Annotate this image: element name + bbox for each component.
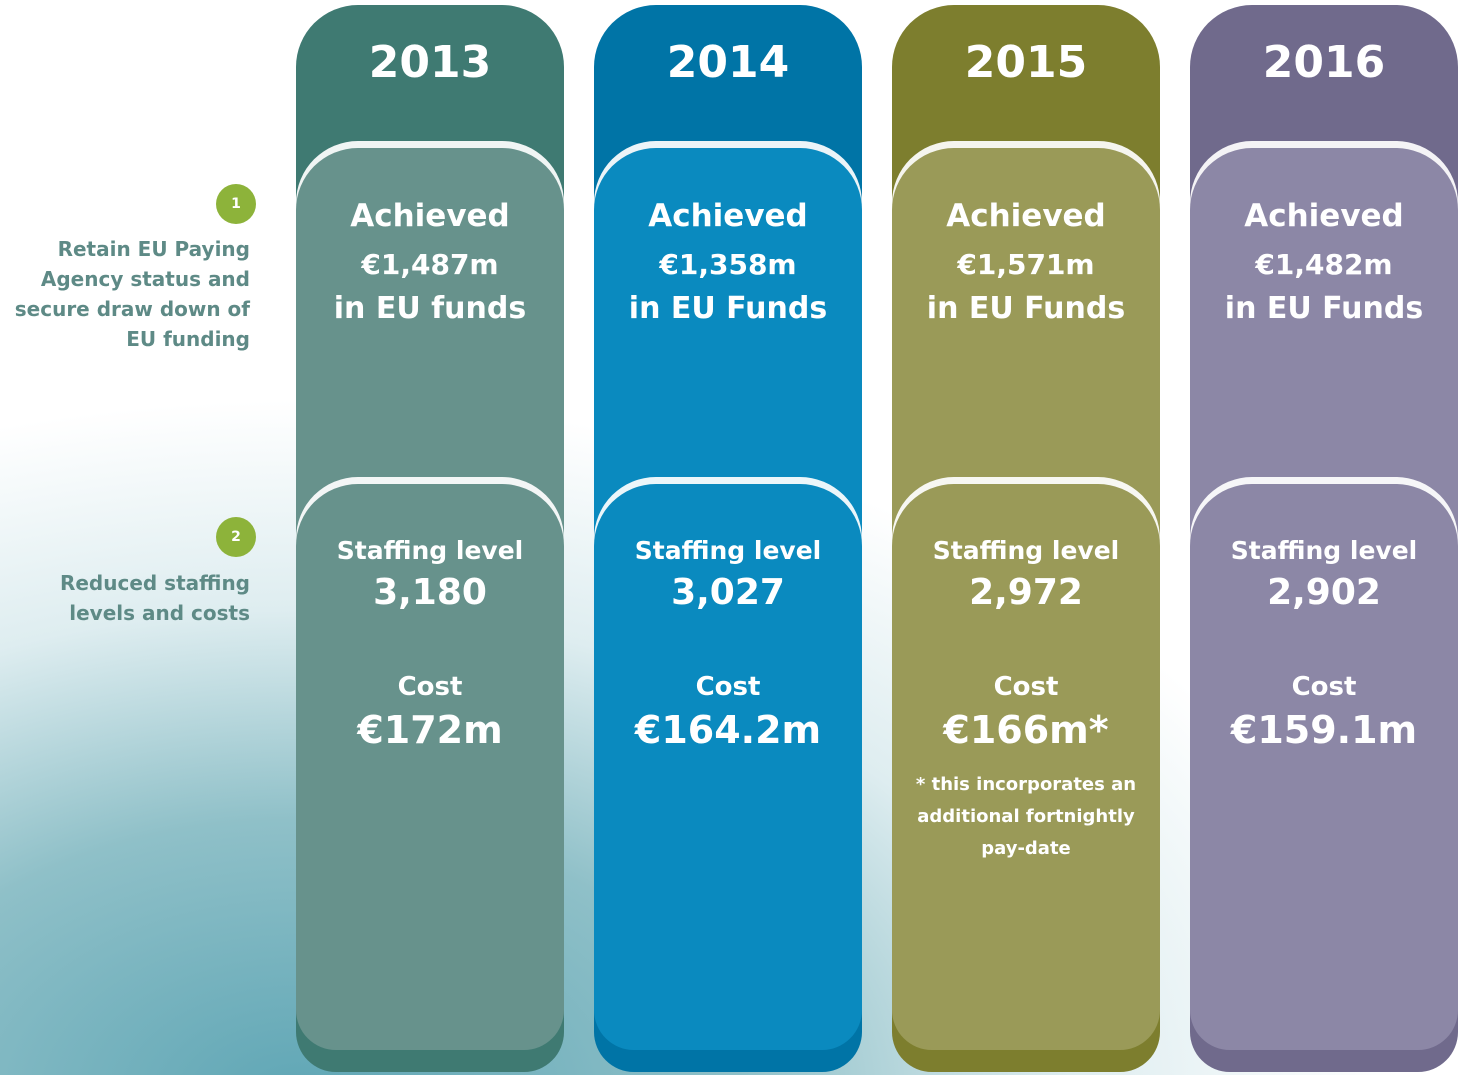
funds-note: in EU Funds xyxy=(1224,291,1424,326)
staffing-value: 2,902 xyxy=(1267,572,1381,613)
funds-heading: Achieved xyxy=(946,198,1106,234)
staffing-heading: Staffing level xyxy=(336,536,524,565)
step-label: Retain EU Paying xyxy=(57,237,250,261)
year-column: 2013 Achieved €1,487m in EU funds Staffing l… xyxy=(296,5,564,1072)
staffing-card: Staffing level 2,972 Cost €166m* * this inco… xyxy=(892,484,1160,1050)
staffing-value: 2,972 xyxy=(969,572,1083,613)
year: 2015 xyxy=(964,37,1088,88)
staffing-card: Staffing level 2,902 Cost €159.1m xyxy=(1190,484,1458,1050)
year: 2013 xyxy=(368,37,492,88)
staffing-heading: Staffing level xyxy=(634,536,822,565)
step-label: EU funding xyxy=(126,327,250,351)
step-label: secure draw down of xyxy=(14,297,250,321)
year-column: 2015 Achieved €1,571m in EU Funds Staffing l… xyxy=(892,5,1160,1072)
staffing-card: Staffing level 3,180 Cost €172m xyxy=(296,484,564,1050)
step-label: levels and costs xyxy=(69,601,250,625)
step-badge: 2 xyxy=(216,517,256,557)
cost-heading: Cost xyxy=(397,672,463,702)
cost-heading: Cost xyxy=(695,672,761,702)
footnote: pay-date xyxy=(981,838,1071,859)
staffing-value: 3,027 xyxy=(671,572,785,613)
footnote: * this incorporates an xyxy=(915,774,1137,795)
cost-heading: Cost xyxy=(993,672,1059,702)
funds-amount: €1,358m xyxy=(659,248,797,281)
funds-amount: €1,482m xyxy=(1255,248,1393,281)
step-label: Reduced staffing xyxy=(59,571,250,595)
funds-heading: Achieved xyxy=(648,198,808,234)
cost-value: €172m xyxy=(357,708,503,752)
cost-value: €164.2m xyxy=(634,708,822,752)
funds-heading: Achieved xyxy=(1244,198,1404,234)
year-column: 2014 Achieved €1,358m in EU Funds Staffing l… xyxy=(594,5,862,1072)
staffing-heading: Staffing level xyxy=(932,536,1120,565)
step-badge: 1 xyxy=(216,184,256,224)
year: 2014 xyxy=(666,37,790,88)
funds-amount: €1,487m xyxy=(361,248,499,281)
funds-note: in EU Funds xyxy=(926,291,1126,326)
cost-value: €159.1m xyxy=(1230,708,1418,752)
funds-amount: €1,571m xyxy=(957,248,1095,281)
year-column: 2016 Achieved €1,482m in EU Funds Staffing l… xyxy=(1190,5,1458,1072)
footnote: additional fortnightly xyxy=(917,806,1135,827)
staffing-card: Staffing level 3,027 Cost €164.2m xyxy=(594,484,862,1050)
cost-value: €166m* xyxy=(943,708,1109,752)
staffing-value: 3,180 xyxy=(373,572,487,613)
staffing-heading: Staffing level xyxy=(1230,536,1418,565)
funds-heading: Achieved xyxy=(350,198,510,234)
step-label: Agency status and xyxy=(40,267,250,291)
funds-note: in EU Funds xyxy=(628,291,828,326)
year: 2016 xyxy=(1262,37,1386,88)
funds-note: in EU funds xyxy=(333,291,527,326)
cost-heading: Cost xyxy=(1291,672,1357,702)
